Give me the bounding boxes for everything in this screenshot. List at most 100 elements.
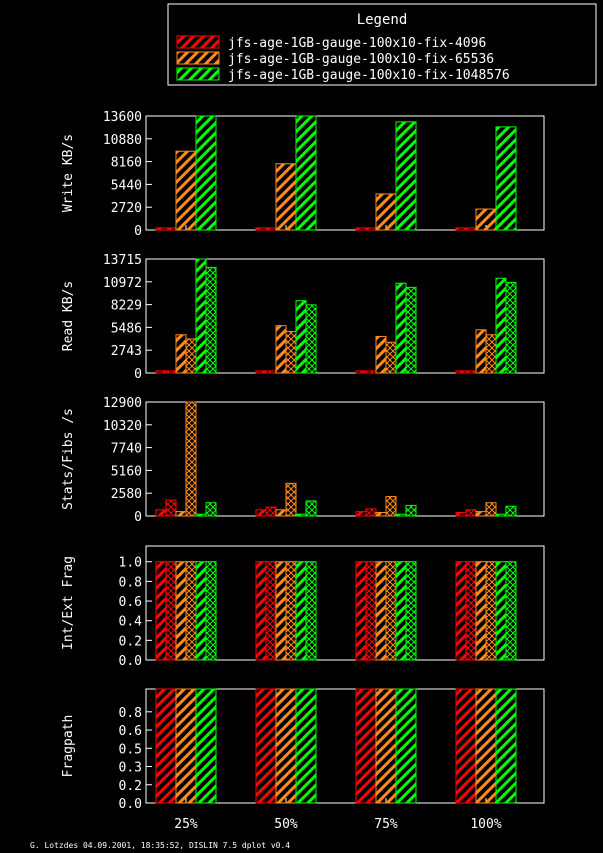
- y-tick-label: 0.0: [119, 654, 142, 669]
- bar: [455, 511, 467, 517]
- plot-frame: [145, 688, 545, 804]
- bar: [265, 506, 277, 517]
- bar: [495, 126, 517, 231]
- y-tick-label: 0.3: [119, 761, 142, 776]
- y-tick-label: 0.6: [119, 724, 142, 739]
- chart-panel-2: 0 2743 5486 8229 10972 13715 Read KB/s: [61, 253, 545, 382]
- x-tick-label: 50%: [274, 817, 298, 832]
- bar: [205, 502, 217, 517]
- plot-frame: [145, 401, 545, 517]
- chart-panel-1: 0 2720 5440 8160 10880 13600 Write KB/s: [61, 110, 545, 239]
- y-tick-label: 0.5: [119, 742, 142, 757]
- bar: [395, 513, 407, 517]
- bar: [455, 227, 477, 231]
- bar: [205, 561, 217, 661]
- x-tick-label: 25%: [174, 817, 198, 832]
- bar: [195, 513, 207, 517]
- y-axis-label: Read KB/s: [61, 281, 76, 351]
- y-tick-label: 12900: [103, 396, 142, 411]
- bar: [295, 688, 317, 804]
- bar: [455, 370, 467, 374]
- y-tick-label: 5160: [111, 464, 142, 479]
- bar: [495, 561, 507, 661]
- y-tick-label: 10972: [103, 276, 142, 291]
- bar: [365, 561, 377, 661]
- bar: [275, 509, 287, 517]
- y-tick-label: 7740: [111, 442, 142, 457]
- bar: [405, 561, 417, 661]
- x-tick-label: 100%: [470, 817, 501, 832]
- bar: [255, 370, 267, 374]
- bar: [275, 163, 297, 231]
- y-tick-label: 0.6: [119, 595, 142, 610]
- bar: [295, 561, 307, 661]
- bar: [395, 561, 407, 661]
- legend: Legend jfs-age-1GB-gauge-100x10-fix-4096…: [167, 3, 597, 86]
- y-tick-label: 8229: [111, 299, 142, 314]
- bar: [355, 561, 367, 661]
- bar: [285, 482, 297, 517]
- bar: [465, 561, 477, 661]
- bar: [165, 370, 177, 374]
- bar: [375, 193, 397, 231]
- bar: [475, 688, 497, 804]
- bar: [385, 341, 397, 374]
- bar: [185, 561, 197, 661]
- bar: [175, 561, 187, 661]
- bar: [255, 227, 277, 231]
- bar: [475, 511, 487, 517]
- bar: [255, 688, 277, 804]
- bar: [385, 496, 397, 517]
- legend-label: jfs-age-1GB-gauge-100x10-fix-65536: [228, 52, 494, 67]
- bar: [505, 505, 517, 517]
- y-tick-label: 0: [134, 224, 142, 239]
- bar: [495, 688, 517, 804]
- bar: [375, 561, 387, 661]
- bar: [195, 561, 207, 661]
- plot-frame: [145, 115, 545, 231]
- bar: [305, 561, 317, 661]
- footer-credit: G. Lotzdes 04.09.2001, 18:35:52, DISLIN …: [30, 841, 290, 850]
- bar: [365, 370, 377, 374]
- bar: [475, 208, 497, 231]
- y-axis-label: Write KB/s: [61, 134, 76, 212]
- bar: [355, 688, 377, 804]
- bar: [155, 509, 167, 517]
- y-tick-label: 0: [134, 367, 142, 382]
- y-axis-label: Int/Ext Frag: [61, 556, 76, 650]
- bar: [475, 561, 487, 661]
- y-tick-label: 5440: [111, 178, 142, 193]
- y-tick-label: 0.8: [119, 575, 142, 590]
- legend-swatch: [176, 67, 220, 81]
- y-tick-label: 10320: [103, 419, 142, 434]
- plot-frame: [145, 258, 545, 374]
- bar: [275, 325, 287, 374]
- bar: [495, 277, 507, 374]
- bar: [265, 561, 277, 661]
- bar: [175, 150, 197, 231]
- bar: [365, 508, 377, 517]
- bar: [275, 561, 287, 661]
- bar: [305, 304, 317, 374]
- bar: [405, 504, 417, 517]
- bar: [155, 561, 167, 661]
- y-tick-label: 2743: [111, 344, 142, 359]
- legend-title: Legend: [357, 12, 408, 28]
- bar: [305, 500, 317, 517]
- y-tick-label: 13600: [103, 110, 142, 125]
- plot-frame: [145, 545, 545, 661]
- bar: [465, 370, 477, 374]
- bar: [485, 502, 497, 517]
- y-tick-label: 13715: [103, 253, 142, 268]
- bar: [375, 335, 387, 374]
- legend-swatch: [176, 51, 220, 65]
- bar: [155, 370, 167, 374]
- bar: [255, 561, 267, 661]
- y-tick-label: 5486: [111, 321, 142, 336]
- bar: [505, 281, 517, 374]
- bar: [265, 370, 277, 374]
- chart-panel-4: 0.0 0.2 0.4 0.6 0.8 1.0 Int/Ext Frag: [61, 545, 545, 669]
- legend-label: jfs-age-1GB-gauge-100x10-fix-1048576: [228, 68, 510, 83]
- bar: [165, 499, 177, 517]
